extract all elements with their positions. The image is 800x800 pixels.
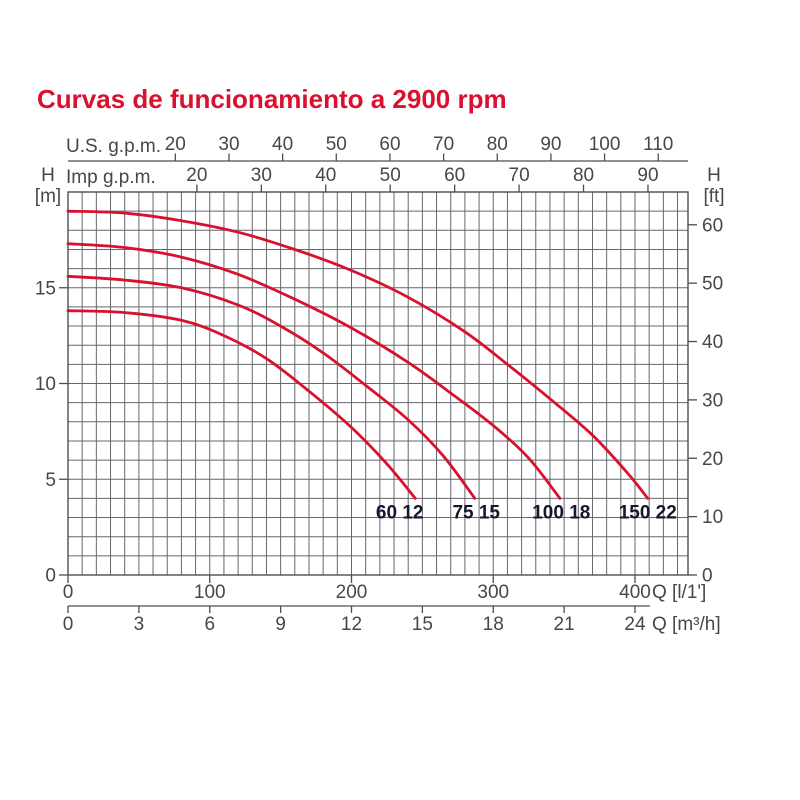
- svg-text:60: 60: [702, 215, 723, 236]
- svg-text:Q [l/1']: Q [l/1']: [652, 582, 706, 603]
- svg-text:24: 24: [624, 614, 646, 635]
- svg-text:150 22: 150 22: [619, 503, 677, 524]
- grid: [68, 192, 688, 575]
- svg-text:[m]: [m]: [35, 186, 61, 207]
- axis-m3-per-h: 0 3 6 9 12 15 18 21 24 Q [m³/h]: [63, 605, 721, 635]
- svg-text:U.S. g.p.m.: U.S. g.p.m.: [66, 136, 161, 157]
- svg-text:20: 20: [186, 165, 207, 186]
- svg-text:300: 300: [477, 582, 509, 603]
- svg-text:9: 9: [275, 614, 286, 635]
- svg-text:10: 10: [702, 507, 723, 528]
- svg-text:60: 60: [379, 134, 400, 155]
- curve-100-18: [66, 242, 562, 500]
- svg-text:H: H: [707, 165, 721, 186]
- svg-text:15: 15: [412, 614, 433, 635]
- axis-imp-gpm: Imp g.p.m. 20 30 40 50 60 70 80 90: [66, 165, 659, 192]
- svg-text:21: 21: [554, 614, 575, 635]
- svg-text:6: 6: [204, 614, 215, 635]
- svg-text:Q [m³/h]: Q [m³/h]: [652, 614, 721, 635]
- svg-text:100: 100: [194, 582, 226, 603]
- svg-text:100 18: 100 18: [532, 503, 590, 524]
- svg-text:3: 3: [134, 614, 145, 635]
- svg-text:30: 30: [702, 390, 723, 411]
- axis-h-ft: H[ft] 0 10 20 30 40 50 60: [688, 165, 725, 587]
- svg-text:40: 40: [315, 165, 336, 186]
- curve-labels: 60 12 75 15 100 18 150 22: [376, 503, 677, 524]
- svg-text:70: 70: [509, 165, 530, 186]
- svg-text:60 12: 60 12: [376, 503, 424, 524]
- axis-us-gpm: U.S. g.p.m. 20 30 40 50 60 70 80 90 100 110: [66, 134, 688, 162]
- svg-text:[ft]: [ft]: [703, 186, 724, 207]
- svg-text:90: 90: [540, 134, 561, 155]
- svg-text:0: 0: [63, 582, 74, 603]
- axis-l-per-min: 0 100 200 300 400 Q [l/1']: [63, 575, 706, 603]
- svg-text:15: 15: [35, 278, 56, 299]
- svg-text:30: 30: [251, 165, 272, 186]
- svg-text:60: 60: [444, 165, 465, 186]
- svg-text:0: 0: [702, 566, 713, 587]
- svg-text:H: H: [41, 165, 55, 186]
- svg-text:Imp g.p.m.: Imp g.p.m.: [66, 167, 156, 188]
- svg-text:50: 50: [380, 165, 401, 186]
- svg-text:80: 80: [487, 134, 508, 155]
- svg-text:12: 12: [341, 614, 362, 635]
- svg-text:70: 70: [433, 134, 454, 155]
- svg-text:110: 110: [643, 134, 673, 155]
- curve-75-15: [66, 274, 477, 500]
- chart-title: Curvas de funcionamiento a 2900 rpm: [37, 84, 507, 114]
- svg-text:400: 400: [619, 582, 651, 603]
- curve-150-22: [66, 209, 650, 500]
- svg-text:10: 10: [35, 374, 56, 395]
- svg-text:80: 80: [573, 165, 594, 186]
- svg-text:0: 0: [45, 566, 56, 587]
- svg-text:30: 30: [218, 134, 239, 155]
- svg-text:50: 50: [326, 134, 347, 155]
- svg-text:40: 40: [702, 332, 723, 353]
- svg-text:75 15: 75 15: [452, 503, 500, 524]
- svg-text:5: 5: [45, 470, 56, 491]
- svg-text:20: 20: [702, 449, 723, 470]
- svg-text:100: 100: [589, 134, 621, 155]
- svg-text:20: 20: [165, 134, 186, 155]
- svg-text:40: 40: [272, 134, 293, 155]
- svg-text:0: 0: [63, 614, 74, 635]
- svg-text:90: 90: [637, 165, 658, 186]
- svg-text:200: 200: [336, 582, 368, 603]
- curve-60-12: [66, 309, 417, 500]
- axis-h-m: H[m] 0 5 10 15: [35, 165, 68, 587]
- svg-text:18: 18: [483, 614, 504, 635]
- svg-text:50: 50: [702, 274, 723, 295]
